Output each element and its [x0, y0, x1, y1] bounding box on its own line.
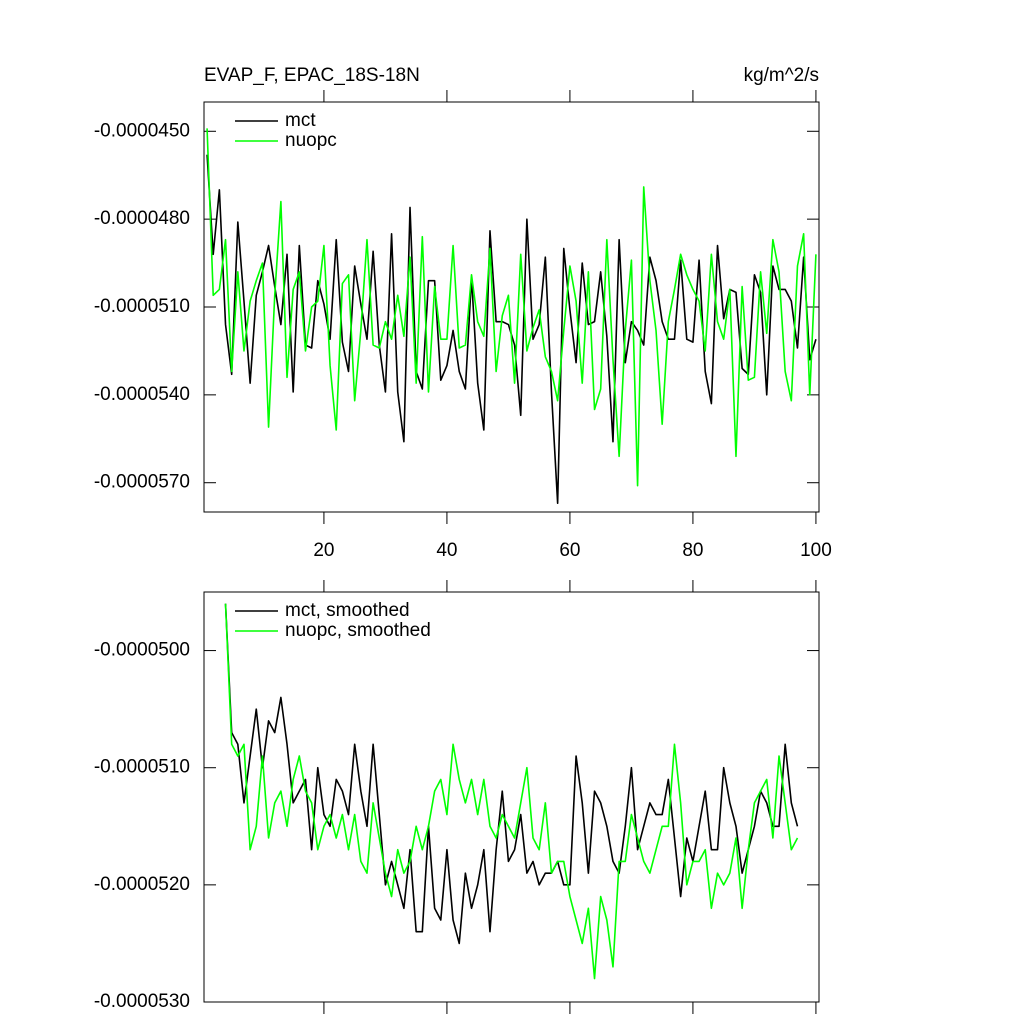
x-tick-label: 60 — [559, 540, 580, 561]
x-tick-label: 80 — [682, 540, 703, 561]
legend-label: mct, smoothed — [285, 600, 410, 621]
y-tick-label: -0.0000450 — [94, 120, 190, 141]
y-tick-label: -0.0000570 — [94, 472, 190, 493]
data-line — [224, 603, 799, 980]
y-tick-label: -0.0000540 — [94, 384, 190, 405]
legend-label: nuopc — [285, 130, 337, 151]
x-tick-label: 100 — [800, 540, 832, 561]
y-tick-label: -0.0000510 — [94, 296, 190, 317]
units-label: kg/m^2/s — [744, 65, 819, 86]
y-tick-label: -0.0000520 — [94, 874, 190, 895]
x-tick-label: 20 — [313, 540, 334, 561]
y-tick-label: -0.0000500 — [94, 640, 190, 661]
plot-frame — [203, 591, 820, 1003]
legend-label: nuopc, smoothed — [285, 620, 431, 641]
chart-title: EVAP_F, EPAC_18S-18N — [204, 65, 420, 86]
y-tick-label: -0.0000480 — [94, 208, 190, 229]
y-tick-label: -0.0000510 — [94, 757, 190, 778]
y-tick-label: -0.0000530 — [94, 991, 190, 1012]
plot-frame — [203, 101, 820, 513]
legend-label: mct — [285, 110, 316, 131]
data-line — [224, 603, 799, 945]
x-tick-label: 40 — [436, 540, 457, 561]
data-line — [206, 128, 817, 487]
